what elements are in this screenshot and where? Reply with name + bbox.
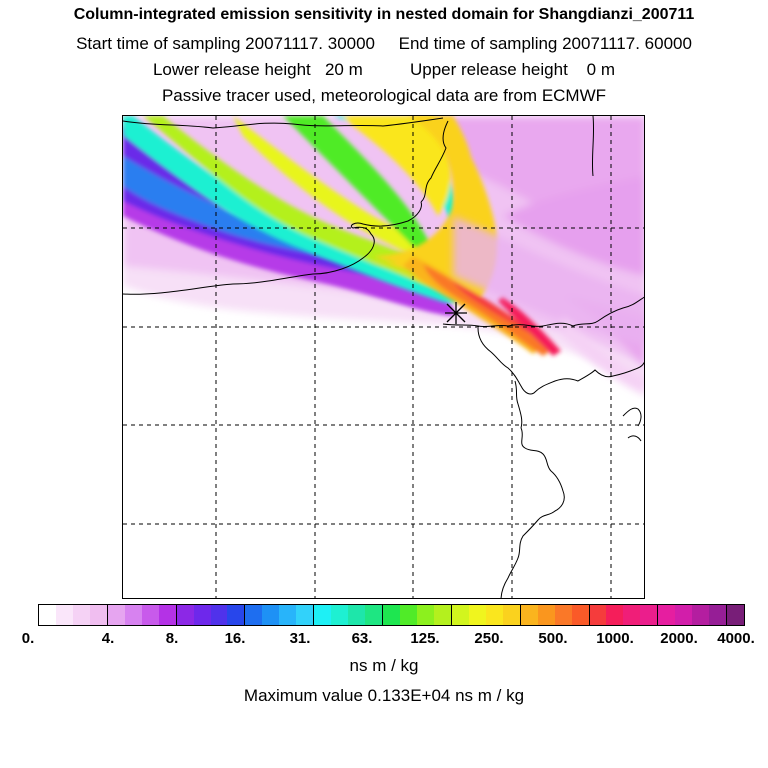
colorbar-swatch — [623, 605, 641, 625]
colorbar-swatch — [383, 605, 401, 625]
colorbar-swatch — [571, 605, 590, 625]
coastline — [123, 116, 644, 598]
maximum-value: Maximum value 0.133E+04 ns m / kg — [243, 686, 525, 705]
colorbar-swatch — [39, 605, 56, 625]
colorbar-swatch — [502, 605, 521, 625]
colorbar-tick-label: 500. — [538, 630, 568, 647]
colorbar-tick-label: 31. — [289, 630, 311, 647]
receptor-marker — [445, 302, 467, 324]
colorbar-swatch — [262, 605, 280, 625]
colorbar-swatch — [107, 605, 125, 625]
colorbar-swatch — [193, 605, 211, 625]
colorbar-swatch — [279, 605, 297, 625]
colorbar-swatch — [709, 605, 728, 625]
colorbar — [38, 604, 745, 626]
colorbar-swatch — [537, 605, 555, 625]
colorbar-swatch — [245, 605, 263, 625]
colorbar-tick-label: 4. — [101, 630, 115, 647]
colorbar-swatch — [727, 605, 745, 625]
colorbar-swatch — [640, 605, 659, 625]
colorbar-tick-label: 250. — [474, 630, 504, 647]
colorbar-swatch — [451, 605, 469, 625]
colorbar-tick-label: 63. — [351, 630, 373, 647]
colorbar-tick-label: 125. — [410, 630, 440, 647]
colorbar-swatch — [485, 605, 503, 625]
colorbar-swatch — [554, 605, 572, 625]
colorbar-swatch — [520, 605, 538, 625]
colorbar-swatch — [296, 605, 315, 625]
tracer-info: Passive tracer used, meteorological data… — [161, 86, 607, 105]
colorbar-swatch — [365, 605, 384, 625]
colorbar-swatch — [606, 605, 624, 625]
colorbar-swatch — [433, 605, 452, 625]
colorbar-swatch — [400, 605, 417, 625]
colorbar-swatch — [72, 605, 90, 625]
colorbar-swatch — [589, 605, 607, 625]
colorbar-swatch — [314, 605, 332, 625]
colorbar-swatch — [692, 605, 710, 625]
release-heights: Lower release height 20 m Upper release … — [152, 60, 616, 79]
colorbar-swatch — [141, 605, 159, 625]
graticule — [123, 116, 644, 598]
colorbar-tick-label: 0. — [21, 630, 35, 647]
sensitivity-map — [122, 115, 645, 599]
colorbar-swatch — [675, 605, 693, 625]
colorbar-tick-label: 2000. — [660, 630, 698, 647]
colorbar-swatch — [416, 605, 434, 625]
colorbar-tick-label: 16. — [224, 630, 246, 647]
colorbar-swatch — [331, 605, 349, 625]
colorbar-ticks: 0. 4. 8. 16. 31. 63. 125. 250. 500. 1000. 2000. 400… — [0, 630, 768, 650]
colorbar-tick-label: 8. — [165, 630, 179, 647]
colorbar-swatch — [210, 605, 228, 625]
sampling-times: Start time of sampling 20071117. 30000 E… — [76, 34, 692, 53]
colorbar-swatch — [55, 605, 73, 625]
colorbar-swatch — [176, 605, 194, 625]
colorbar-swatch — [158, 605, 177, 625]
upper-right-tint — [453, 216, 644, 396]
colorbar-tick-label: 4000. — [717, 630, 755, 647]
colorbar-swatch — [89, 605, 108, 625]
plot-title: Column-integrated emission sensitivity i… — [73, 6, 695, 23]
colorbar-unit: ns m / kg — [349, 656, 419, 675]
colorbar-tick-label: 1000. — [596, 630, 634, 647]
colorbar-swatch — [124, 605, 142, 625]
colorbar-swatch — [227, 605, 246, 625]
colorbar-swatch — [348, 605, 366, 625]
colorbar-swatch — [658, 605, 676, 625]
colorbar-swatch — [468, 605, 486, 625]
